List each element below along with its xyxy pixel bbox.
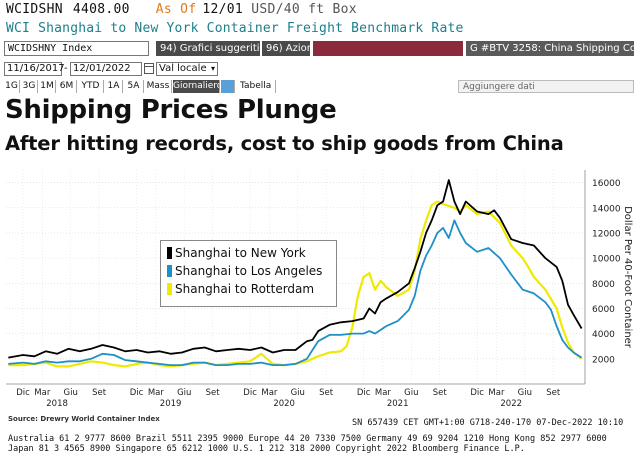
line-chart: 2000 4000 6000 8000 10000 12000 14000 16000 Dic M…: [6, 170, 633, 409]
footer-contacts-line: Australia 61 2 9777 8600 Brazil 5511 239…: [8, 434, 607, 444]
security-description: WCI Shanghai to New York Container Freig…: [6, 21, 464, 36]
security-input[interactable]: [4, 41, 149, 56]
x-year-label: 2021: [387, 399, 409, 409]
currency-value: Val locale: [159, 63, 207, 74]
end-date-value: 12/01/2022: [73, 63, 131, 74]
page-title: Shipping Prices Plunge: [5, 95, 337, 125]
y-tick-label: 16000: [592, 179, 621, 189]
series-line-0: [8, 179, 583, 359]
currency-select[interactable]: Val locale ▾: [156, 62, 218, 76]
legend-label: Shanghai to Los Angeles: [175, 264, 323, 278]
y-tick-label: 10000: [592, 255, 621, 265]
y-tick-label: 8000: [592, 280, 615, 290]
y-tick-label: 14000: [592, 204, 621, 214]
actions-button[interactable]: 96) Azioni: [262, 41, 316, 56]
chart-type-icon[interactable]: [221, 80, 235, 93]
legend-item-rotterdam: Shanghai to Rotterdam: [167, 282, 314, 298]
legend-label: Shanghai to Rotterdam: [175, 282, 315, 296]
period-1m[interactable]: 1M: [39, 80, 56, 93]
x-year-label: 2019: [160, 399, 182, 409]
legend-swatch: [167, 247, 172, 259]
x-tick-label: Set: [206, 388, 221, 398]
chart-legend: Shanghai to New York Shanghai to Los Ang…: [160, 240, 337, 307]
btv-chart-title[interactable]: G #BTV 3258: China Shipping Costs: [466, 41, 640, 56]
x-tick-label: Mar: [488, 388, 505, 398]
y-tick-label: 6000: [592, 305, 615, 315]
x-tick-label: Giu: [64, 388, 78, 398]
legend-label: Shanghai to New York: [175, 246, 306, 260]
x-tick-label: Dic: [130, 388, 144, 398]
calendar-icon[interactable]: [144, 63, 154, 74]
series-line-2: [8, 200, 583, 368]
add-data-input[interactable]: Aggiungere dati: [458, 80, 634, 93]
chevron-down-icon: ▾: [210, 64, 215, 73]
x-tick-label: Set: [92, 388, 107, 398]
as-of-label: As Of: [155, 2, 197, 17]
period-6m[interactable]: 6M: [57, 80, 77, 93]
legend-swatch: [167, 265, 172, 277]
period-ytd[interactable]: YTD: [78, 80, 104, 93]
x-tick-label: Dic: [243, 388, 257, 398]
x-tick-label: Set: [546, 388, 561, 398]
suggested-charts-button[interactable]: 94) Grafici suggeriti: [156, 41, 260, 56]
x-tick-label: Dic: [357, 388, 371, 398]
x-tick-label: Mar: [261, 388, 278, 398]
as-of-date: 12/01: [202, 2, 244, 17]
period-5a[interactable]: 5A: [124, 80, 144, 93]
y-tick-label: 4000: [592, 330, 615, 340]
y-tick-label: 12000: [592, 229, 621, 239]
legend-item-new-york: Shanghai to New York: [167, 246, 306, 262]
x-tick-label: Mar: [375, 388, 392, 398]
y-axis-title: Dollar Per 40-Foot Container: [622, 206, 633, 349]
period-3g[interactable]: 3G: [21, 80, 38, 93]
footer-copyright-line: Japan 81 3 4565 8900 Singapore 65 6212 1…: [8, 444, 525, 454]
x-tick-label: Mar: [34, 388, 51, 398]
footer-session-line: SN 657439 CET GMT+1:00 G718-240-170 07-D…: [352, 418, 624, 428]
x-tick-label: Dic: [16, 388, 30, 398]
y-tick-label: 2000: [592, 355, 615, 365]
frequency-select[interactable]: Giornaliero: [173, 80, 220, 93]
x-tick-label: Dic: [470, 388, 484, 398]
highlight-bar: [313, 41, 463, 56]
x-tick-label: Giu: [518, 388, 532, 398]
series-line-1: [8, 219, 583, 367]
command-bar: 94) Grafici suggeriti 96) Azioni G #BTV …: [4, 40, 640, 58]
start-date-field[interactable]: 11/16/2017: [4, 62, 65, 76]
ticker[interactable]: WCIDSHN: [6, 2, 63, 17]
x-year-label: 2022: [500, 399, 522, 409]
x-tick-label: Mar: [148, 388, 165, 398]
range-dash: -: [64, 63, 68, 74]
x-tick-label: Set: [433, 388, 448, 398]
legend-item-los-angeles: Shanghai to Los Angeles: [167, 264, 322, 280]
last-value: 4408.00: [72, 2, 130, 17]
page-subtitle: After hitting records, cost to ship good…: [5, 132, 564, 155]
x-year-label: 2020: [273, 399, 295, 409]
period-mass[interactable]: Mass: [145, 80, 172, 93]
x-tick-label: Giu: [404, 388, 418, 398]
period-1g[interactable]: 1G: [4, 80, 20, 93]
x-tick-label: Giu: [177, 388, 191, 398]
period-1a[interactable]: 1A: [105, 80, 123, 93]
end-date-field[interactable]: 12/01/2022: [70, 62, 142, 76]
x-year-label: 2018: [46, 399, 68, 409]
x-tick-label: Giu: [291, 388, 305, 398]
source-note: Source: Drewry World Container Index: [8, 415, 160, 423]
x-tick-label: Set: [319, 388, 334, 398]
table-button[interactable]: Tabella: [236, 80, 276, 93]
unit-label: USD/40 ft Box: [251, 2, 357, 17]
security-header: WCIDSHN 4408.00 As Of 12/01 USD/40 ft Box: [6, 2, 357, 17]
legend-swatch: [167, 283, 172, 295]
start-date-value: 11/16/2017: [7, 63, 65, 74]
